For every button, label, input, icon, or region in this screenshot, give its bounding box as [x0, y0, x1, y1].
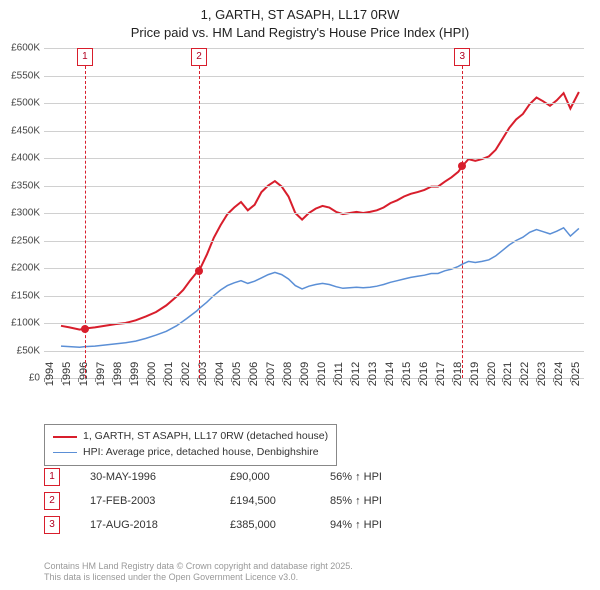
legend-label: 1, GARTH, ST ASAPH, LL17 0RW (detached h… — [83, 429, 328, 445]
event-hpi: 56% ↑ HPI — [330, 471, 584, 483]
x-axis-label: 1998 — [112, 362, 124, 386]
event-badge: 1 — [44, 468, 60, 486]
legend-label: HPI: Average price, detached house, Denb… — [83, 445, 319, 461]
footer-line-2: This data is licensed under the Open Gov… — [44, 572, 353, 584]
y-gridline — [44, 268, 584, 269]
plot-region: £0£50K£100K£150K£200K£250K£300K£350K£400… — [44, 48, 584, 378]
x-axis-label: 2012 — [350, 362, 362, 386]
x-axis-label: 1994 — [44, 362, 56, 386]
y-axis-label: £200K — [4, 263, 40, 274]
y-gridline — [44, 76, 584, 77]
x-axis-label: 2019 — [469, 362, 481, 386]
y-gridline — [44, 213, 584, 214]
y-gridline — [44, 351, 584, 352]
event-badge: 2 — [44, 492, 60, 510]
x-axis-label: 2011 — [333, 362, 345, 386]
event-hpi: 94% ↑ HPI — [330, 519, 584, 531]
x-axis-label: 2002 — [180, 362, 192, 386]
event-table: 1 30-MAY-1996 £90,000 56% ↑ HPI 2 17-FEB-2003… — [44, 468, 584, 540]
y-gridline — [44, 241, 584, 242]
x-axis-label: 1999 — [129, 362, 141, 386]
x-axis-label: 2004 — [214, 362, 226, 386]
y-gridline — [44, 131, 584, 132]
event-marker-dot — [458, 162, 466, 170]
y-gridline — [44, 103, 584, 104]
event-date: 17-AUG-2018 — [90, 519, 200, 531]
event-badge: 3 — [44, 516, 60, 534]
y-gridline — [44, 296, 584, 297]
legend-swatch — [53, 436, 77, 438]
legend-item: 1, GARTH, ST ASAPH, LL17 0RW (detached h… — [53, 429, 328, 445]
y-axis-label: £150K — [4, 290, 40, 301]
event-marker-dot — [81, 325, 89, 333]
x-axis-label: 1997 — [95, 362, 107, 386]
legend-item: HPI: Average price, detached house, Denb… — [53, 445, 328, 461]
event-price: £385,000 — [230, 519, 300, 531]
y-gridline — [44, 158, 584, 159]
footer-attribution: Contains HM Land Registry data © Crown c… — [44, 561, 353, 584]
x-axis-label: 2014 — [384, 362, 396, 386]
event-marker-badge: 1 — [77, 48, 93, 66]
event-price: £90,000 — [230, 471, 300, 483]
y-axis-label: £0 — [4, 373, 40, 384]
chart-title: 1, GARTH, ST ASAPH, LL17 0RW Price paid … — [0, 6, 600, 41]
chart-area: £0£50K£100K£150K£200K£250K£300K£350K£400… — [44, 48, 584, 378]
y-gridline — [44, 186, 584, 187]
x-axis-label: 2016 — [418, 362, 430, 386]
x-axis-label: 2006 — [248, 362, 260, 386]
x-axis-label: 2013 — [367, 362, 379, 386]
x-axis-label: 2008 — [282, 362, 294, 386]
y-gridline — [44, 48, 584, 49]
x-axis-label: 2021 — [502, 362, 514, 386]
series-line-price_paid — [61, 92, 579, 330]
x-axis-label: 2009 — [299, 362, 311, 386]
event-row: 2 17-FEB-2003 £194,500 85% ↑ HPI — [44, 492, 584, 510]
x-axis-label: 2005 — [231, 362, 243, 386]
x-axis-label: 2001 — [163, 362, 175, 386]
x-axis-label: 2024 — [553, 362, 565, 386]
y-axis-label: £100K — [4, 318, 40, 329]
x-axis-label: 2022 — [519, 362, 531, 386]
y-axis-label: £350K — [4, 180, 40, 191]
y-axis-label: £500K — [4, 98, 40, 109]
event-hpi: 85% ↑ HPI — [330, 495, 584, 507]
event-date: 17-FEB-2003 — [90, 495, 200, 507]
event-marker-line — [462, 66, 463, 378]
x-axis-label: 2007 — [265, 362, 277, 386]
event-price: £194,500 — [230, 495, 300, 507]
legend: 1, GARTH, ST ASAPH, LL17 0RW (detached h… — [44, 424, 337, 466]
x-axis-label: 2017 — [435, 362, 447, 386]
event-marker-badge: 3 — [454, 48, 470, 66]
event-date: 30-MAY-1996 — [90, 471, 200, 483]
y-axis-label: £50K — [4, 345, 40, 356]
x-axis-label: 2023 — [536, 362, 548, 386]
event-marker-dot — [195, 267, 203, 275]
title-line-1: 1, GARTH, ST ASAPH, LL17 0RW — [0, 6, 600, 24]
footer-line-1: Contains HM Land Registry data © Crown c… — [44, 561, 353, 573]
x-axis-label: 2010 — [316, 362, 328, 386]
y-axis-label: £300K — [4, 208, 40, 219]
x-axis-label: 2000 — [146, 362, 158, 386]
y-axis-label: £600K — [4, 43, 40, 54]
y-gridline — [44, 323, 584, 324]
event-marker-badge: 2 — [191, 48, 207, 66]
legend-swatch — [53, 452, 77, 453]
x-axis-label: 1995 — [61, 362, 73, 386]
y-axis-label: £550K — [4, 70, 40, 81]
y-axis-label: £400K — [4, 153, 40, 164]
event-marker-line — [199, 66, 200, 378]
event-row: 3 17-AUG-2018 £385,000 94% ↑ HPI — [44, 516, 584, 534]
x-axis-label: 2020 — [486, 362, 498, 386]
title-line-2: Price paid vs. HM Land Registry's House … — [0, 24, 600, 42]
event-row: 1 30-MAY-1996 £90,000 56% ↑ HPI — [44, 468, 584, 486]
x-axis-label: 2015 — [401, 362, 413, 386]
series-line-hpi — [61, 228, 579, 347]
y-axis-label: £250K — [4, 235, 40, 246]
x-axis-label: 2025 — [570, 362, 582, 386]
y-axis-label: £450K — [4, 125, 40, 136]
